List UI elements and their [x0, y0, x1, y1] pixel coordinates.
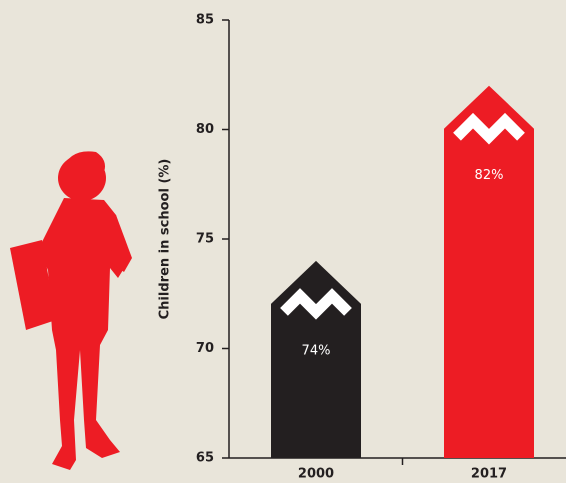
- y-tick-label: 80: [196, 122, 214, 137]
- pencil-notch: [280, 288, 352, 320]
- x-tick-label: 2000: [298, 467, 334, 482]
- y-tick-label: 65: [196, 451, 214, 466]
- x-tick-label: 2017: [471, 467, 507, 482]
- y-tick-label: 70: [196, 341, 214, 356]
- pencil-bar: [444, 85, 534, 458]
- value-label: 82%: [475, 168, 504, 183]
- child-silhouette: [10, 151, 132, 470]
- y-axis-label: Children in school (%): [158, 159, 173, 320]
- y-tick-label: 75: [196, 232, 214, 247]
- value-label: 74%: [302, 343, 331, 358]
- pencil-notch: [453, 112, 525, 145]
- y-tick-label: 85: [196, 13, 214, 28]
